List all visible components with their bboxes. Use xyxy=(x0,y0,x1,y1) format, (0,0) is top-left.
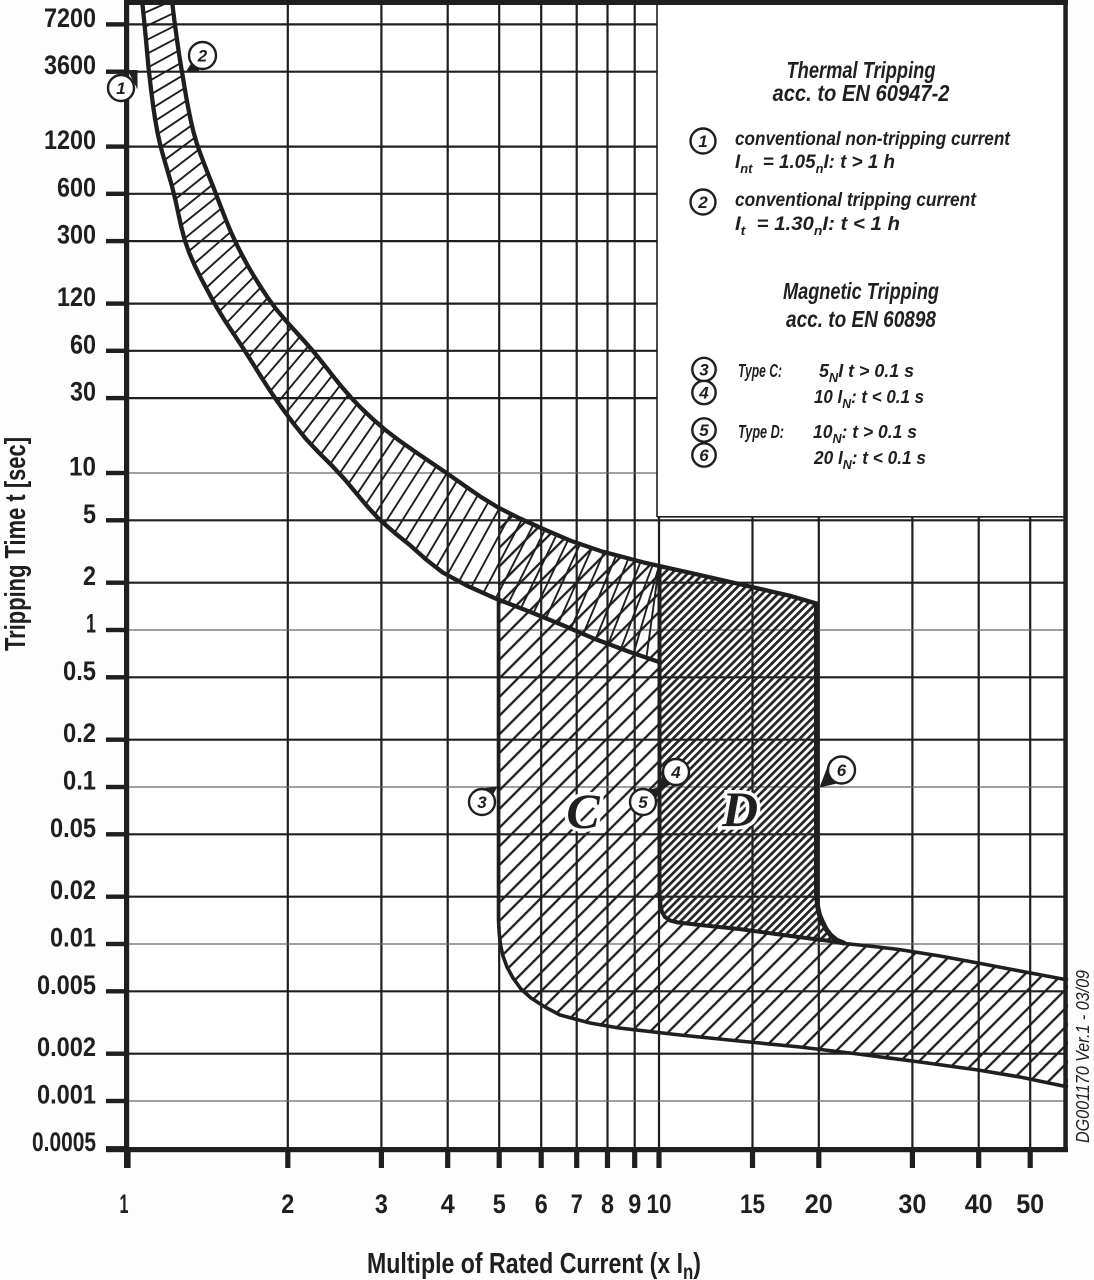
svg-text:acc. to EN 60947-2: acc. to EN 60947-2 xyxy=(773,80,950,106)
svg-text:5: 5 xyxy=(699,421,709,440)
svg-text:2: 2 xyxy=(197,47,208,66)
svg-text:20: 20 xyxy=(805,1189,833,1219)
svg-text:0.0005: 0.0005 xyxy=(32,1127,96,1157)
svg-text:30: 30 xyxy=(70,377,96,407)
svg-text:5: 5 xyxy=(638,793,648,812)
svg-text:0.5: 0.5 xyxy=(63,656,96,686)
svg-text:4: 4 xyxy=(670,763,681,782)
svg-text:1200: 1200 xyxy=(44,125,96,155)
svg-text:6: 6 xyxy=(535,1189,548,1219)
svg-text:conventional non-tripping curr: conventional non-tripping current xyxy=(735,129,1011,150)
svg-text:1: 1 xyxy=(86,609,96,639)
svg-text:50: 50 xyxy=(1016,1189,1044,1219)
svg-text:6: 6 xyxy=(699,446,709,465)
svg-text:3: 3 xyxy=(699,361,709,380)
svg-text:0.002: 0.002 xyxy=(37,1032,96,1062)
svg-text:120: 120 xyxy=(57,282,96,312)
svg-text:7: 7 xyxy=(571,1189,583,1219)
svg-text:600: 600 xyxy=(57,172,96,202)
svg-text:1: 1 xyxy=(116,79,125,98)
svg-text:4: 4 xyxy=(441,1189,455,1219)
svg-text:DG001170 Ver.1 - 03/09: DG001170 Ver.1 - 03/09 xyxy=(1073,970,1093,1143)
svg-text:2: 2 xyxy=(697,193,708,212)
svg-text:5: 5 xyxy=(493,1189,506,1219)
svg-text:40: 40 xyxy=(965,1189,993,1219)
svg-text:1: 1 xyxy=(698,132,707,151)
svg-text:15: 15 xyxy=(740,1189,765,1219)
svg-text:0.02: 0.02 xyxy=(50,875,96,905)
svg-text:Int = 1.05nI: t > 1 h: Int = 1.05nI: t > 1 h xyxy=(735,152,895,176)
svg-text:3600: 3600 xyxy=(44,50,96,80)
svg-text:0.1: 0.1 xyxy=(63,766,96,796)
svg-text:2: 2 xyxy=(281,1189,294,1219)
svg-text:30: 30 xyxy=(898,1189,926,1219)
svg-text:3: 3 xyxy=(375,1189,388,1219)
svg-text:conventional tripping current: conventional tripping current xyxy=(735,190,977,211)
svg-text:C: C xyxy=(566,783,600,839)
svg-text:D: D xyxy=(721,781,758,837)
svg-text:10: 10 xyxy=(647,1189,672,1219)
svg-text:Tripping Time t [sec]: Tripping Time t [sec] xyxy=(0,437,32,651)
svg-text:0.05: 0.05 xyxy=(50,813,96,843)
svg-text:Multiple of Rated Current (x I: Multiple of Rated Current (x In) xyxy=(367,1248,701,1280)
svg-text:4: 4 xyxy=(698,384,709,403)
svg-text:8: 8 xyxy=(601,1189,614,1219)
svg-text:5: 5 xyxy=(83,499,96,529)
svg-text:7200: 7200 xyxy=(44,3,96,33)
svg-text:Magnetic Tripping: Magnetic Tripping xyxy=(783,278,939,304)
svg-text:Thermal Tripping: Thermal Tripping xyxy=(787,57,936,83)
svg-text:9: 9 xyxy=(628,1189,641,1219)
svg-text:60: 60 xyxy=(70,329,96,359)
svg-text:300: 300 xyxy=(57,220,96,250)
svg-text:acc. to EN 60898: acc. to EN 60898 xyxy=(786,306,936,332)
svg-text:Type C:: Type C: xyxy=(738,361,782,381)
svg-text:0.2: 0.2 xyxy=(63,718,96,748)
svg-text:10: 10 xyxy=(69,452,96,482)
svg-text:0.005: 0.005 xyxy=(37,970,96,1000)
svg-text:Type D:: Type D: xyxy=(738,422,784,442)
svg-text:1: 1 xyxy=(120,1189,129,1219)
svg-text:3: 3 xyxy=(477,793,487,812)
svg-text:6: 6 xyxy=(837,761,847,780)
svg-text:2: 2 xyxy=(83,561,96,591)
svg-text:0.001: 0.001 xyxy=(37,1080,96,1110)
svg-text:0.01: 0.01 xyxy=(50,923,96,953)
